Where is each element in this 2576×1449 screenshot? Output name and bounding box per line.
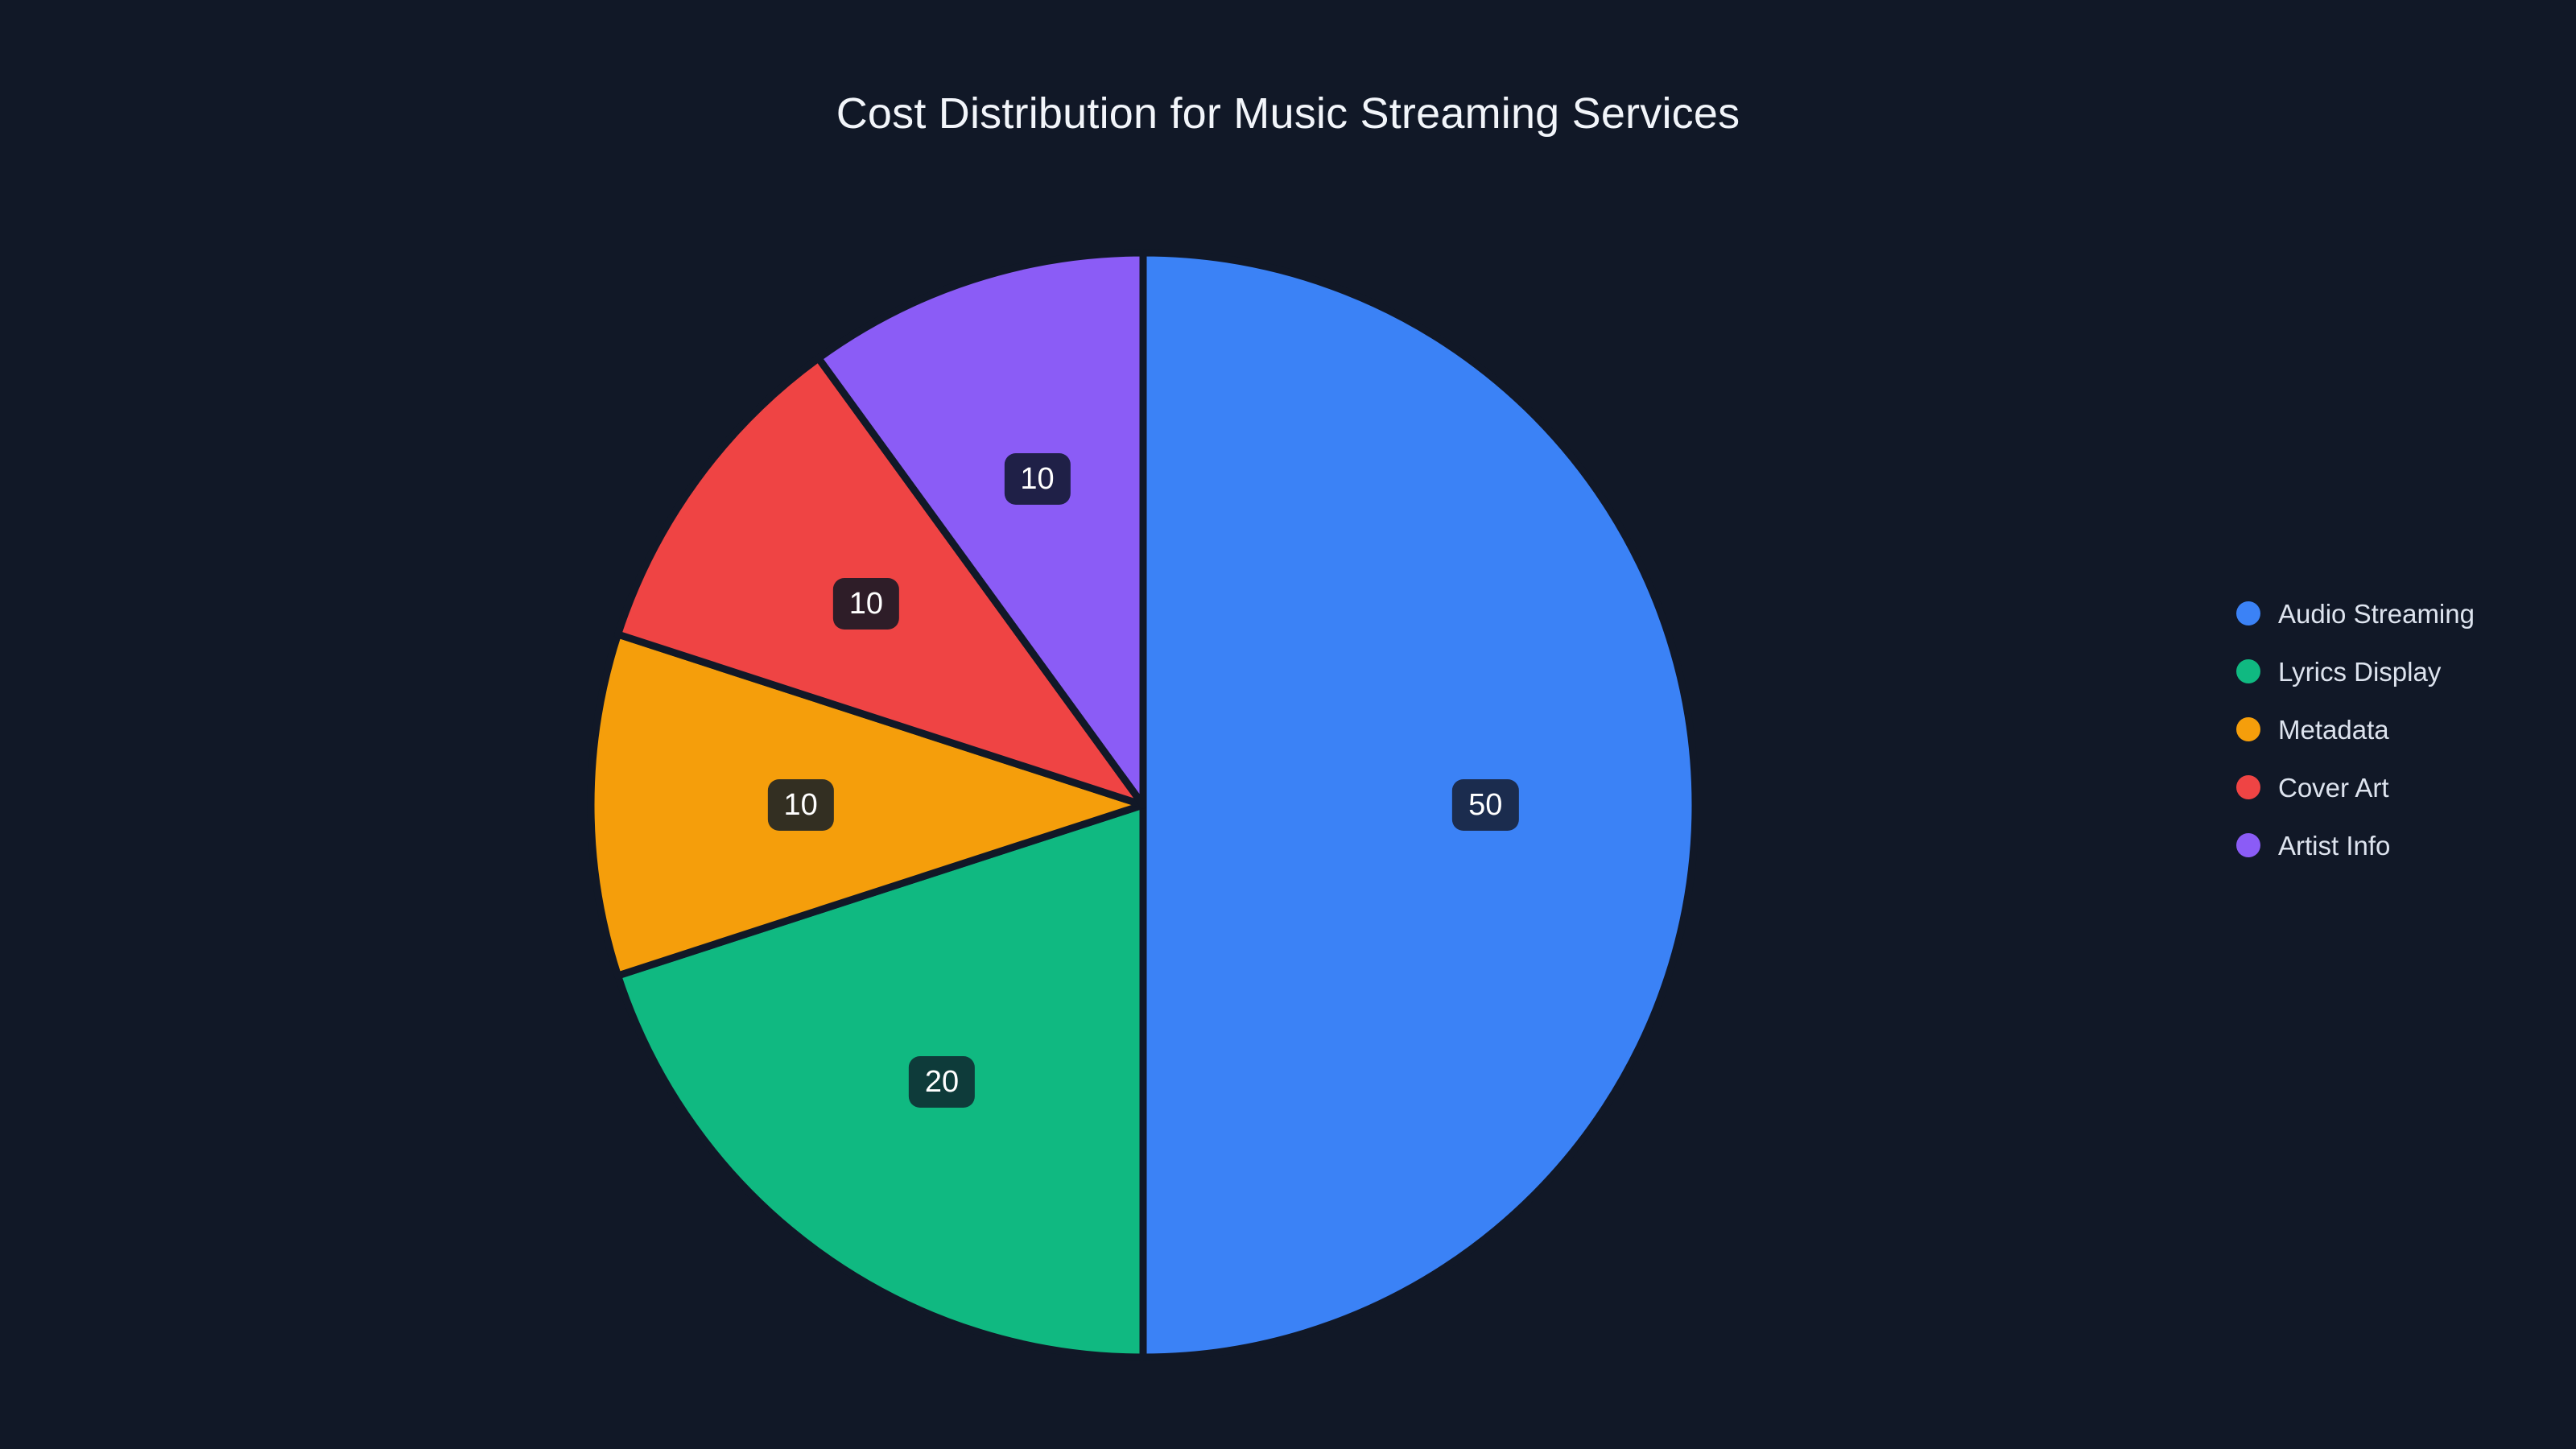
chart-legend: Audio Streaming Lyrics Display Metadata Cov… [2236,584,2475,874]
pie-slice-value-label: 10 [832,578,900,630]
legend-item-label: Artist Info [2278,830,2391,861]
pie-slices [587,249,1699,1361]
pie-slice-value-label: 10 [767,779,834,831]
legend-item-label: Lyrics Display [2278,656,2442,687]
legend-item[interactable]: Metadata [2236,700,2475,758]
legend-item-label: Audio Streaming [2278,598,2475,629]
legend-circle-marker-icon [2236,717,2260,741]
pie-slice[interactable] [614,801,1147,1361]
legend-circle-marker-icon [2236,601,2260,625]
legend-item[interactable]: Audio Streaming [2236,584,2475,642]
legend-circle-marker-icon [2236,833,2260,857]
legend-item-label: Metadata [2278,714,2389,745]
legend-circle-marker-icon [2236,775,2260,799]
pie-slice-value-label: 20 [908,1056,976,1108]
page-title: Cost Distribution for Music Streaming Se… [836,89,1740,138]
pie-slice[interactable] [1139,249,1699,1361]
legend-circle-marker-icon [2236,659,2260,683]
legend-item-label: Cover Art [2278,772,2389,803]
pie-slice-value-label: 50 [1452,779,1519,831]
legend-item[interactable]: Cover Art [2236,758,2475,816]
legend-item[interactable]: Artist Info [2236,816,2475,874]
pie-slice[interactable] [587,630,1147,980]
pie-slice-value-label: 10 [1004,453,1071,506]
legend-item[interactable]: Lyrics Display [2236,642,2475,700]
pie-slice[interactable] [815,249,1147,809]
